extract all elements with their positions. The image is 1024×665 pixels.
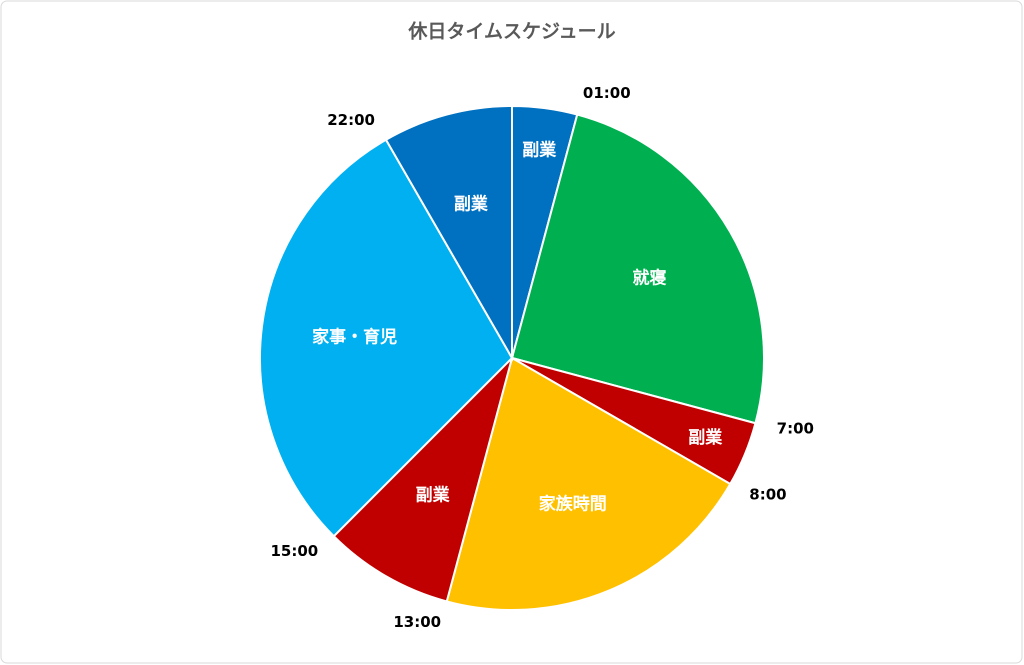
- slice-label: 副業: [454, 194, 488, 215]
- slice-label: 副業: [416, 484, 450, 505]
- chart-title: 休日タイムスケジュール: [407, 21, 615, 43]
- pie-slice: [332, 354, 514, 603]
- boundary-label: 15:00: [271, 542, 319, 560]
- boundary-label: 01:00: [583, 84, 631, 102]
- boundary-label: 13:00: [393, 613, 441, 631]
- pie-slice: [510, 113, 765, 425]
- slice-label: 副業: [522, 140, 556, 161]
- pie-slice: [384, 104, 513, 362]
- pie-slice: [259, 138, 514, 538]
- boundary-label: 7:00: [777, 419, 814, 437]
- boundary-label: 22:00: [327, 111, 375, 129]
- slice-label: 家事・育児: [312, 326, 397, 347]
- pie-slice: [445, 356, 732, 611]
- slice-label: 副業: [688, 427, 722, 448]
- slice-label: 就寝: [632, 268, 666, 289]
- boundary-label: 8:00: [749, 486, 786, 504]
- slice-label: 家族時間: [539, 494, 607, 515]
